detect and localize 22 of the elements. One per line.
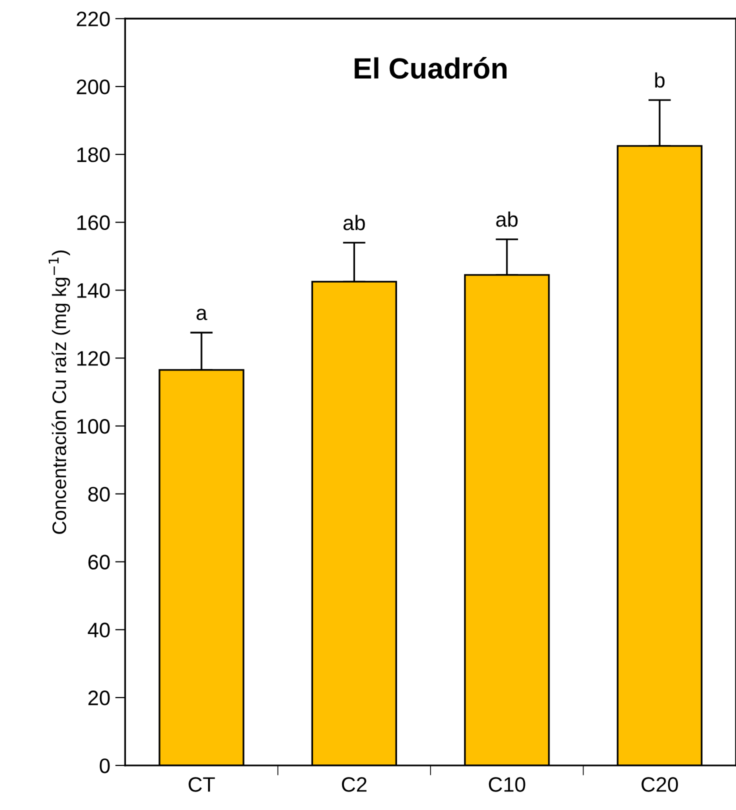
y-tick-label: 140 bbox=[77, 283, 110, 298]
x-tick-label: C2 bbox=[342, 777, 366, 792]
x-tick-label: CT bbox=[188, 777, 215, 792]
annotation: a bbox=[196, 308, 208, 320]
x-tick-label: C10 bbox=[488, 777, 526, 792]
y-tick-label: 0 bbox=[100, 758, 110, 774]
y-tick-label: 20 bbox=[88, 690, 110, 706]
y-tick-label: 60 bbox=[88, 554, 110, 570]
y-tick-label: 180 bbox=[77, 147, 110, 162]
y-tick-label: 80 bbox=[88, 486, 110, 502]
annotation: b bbox=[655, 72, 665, 88]
text: El Cuadrón bbox=[354, 57, 507, 79]
y-tick-label: 120 bbox=[77, 351, 110, 366]
y-tick-label: 160 bbox=[77, 215, 110, 230]
annotation: ab bbox=[496, 212, 518, 227]
annotation: ab bbox=[344, 214, 365, 230]
y-tick-label: 200 bbox=[76, 80, 110, 94]
y-axis-title: Concentración Cu raíz (mg kg$^{−1}$) bbox=[48, 250, 70, 534]
y-tick-label: 40 bbox=[88, 622, 110, 638]
y-tick-label: 100 bbox=[77, 418, 110, 434]
y-tick-label: 220 bbox=[76, 12, 110, 26]
x-tick-label: C20 bbox=[642, 777, 678, 792]
